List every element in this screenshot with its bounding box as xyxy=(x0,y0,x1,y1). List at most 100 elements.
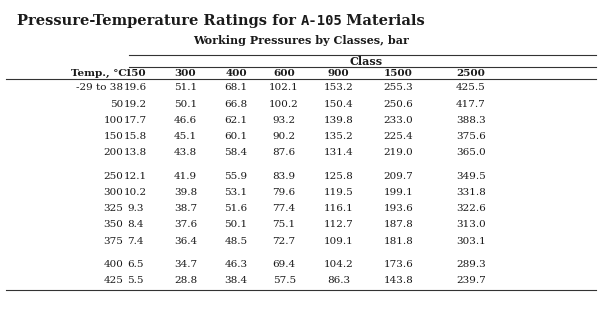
Text: Temp., °C: Temp., °C xyxy=(71,69,126,78)
Text: 200: 200 xyxy=(104,148,123,157)
Text: 425.5: 425.5 xyxy=(456,83,486,92)
Text: 8.4: 8.4 xyxy=(127,220,144,229)
Text: 199.1: 199.1 xyxy=(383,188,414,197)
Text: 83.9: 83.9 xyxy=(273,172,296,181)
Text: Materials: Materials xyxy=(341,14,424,28)
Text: 50.1: 50.1 xyxy=(174,100,197,109)
Text: 116.1: 116.1 xyxy=(323,204,353,213)
Text: 5.5: 5.5 xyxy=(127,276,144,285)
Text: 139.8: 139.8 xyxy=(323,116,353,125)
Text: 322.6: 322.6 xyxy=(456,204,486,213)
Text: 300: 300 xyxy=(175,69,196,78)
Text: 17.7: 17.7 xyxy=(124,116,147,125)
Text: 75.1: 75.1 xyxy=(273,220,296,229)
Text: 193.6: 193.6 xyxy=(383,204,414,213)
Text: 173.6: 173.6 xyxy=(383,260,414,269)
Text: 388.3: 388.3 xyxy=(456,116,486,125)
Text: 34.7: 34.7 xyxy=(174,260,197,269)
Text: 313.0: 313.0 xyxy=(456,220,486,229)
Text: 153.2: 153.2 xyxy=(323,83,353,92)
Text: 375.6: 375.6 xyxy=(456,132,486,141)
Text: Working Pressures by Classes, bar: Working Pressures by Classes, bar xyxy=(193,35,409,46)
Text: 143.8: 143.8 xyxy=(383,276,414,285)
Text: 7.4: 7.4 xyxy=(127,237,144,246)
Text: 10.2: 10.2 xyxy=(124,188,147,197)
Text: 150: 150 xyxy=(104,132,123,141)
Text: 37.6: 37.6 xyxy=(174,220,197,229)
Text: 209.7: 209.7 xyxy=(383,172,414,181)
Text: 349.5: 349.5 xyxy=(456,172,486,181)
Text: 239.7: 239.7 xyxy=(456,276,486,285)
Text: 38.7: 38.7 xyxy=(174,204,197,213)
Text: 2500: 2500 xyxy=(456,69,485,78)
Text: 41.9: 41.9 xyxy=(174,172,197,181)
Text: 325: 325 xyxy=(104,204,123,213)
Text: 289.3: 289.3 xyxy=(456,260,486,269)
Text: 119.5: 119.5 xyxy=(323,188,353,197)
Text: 375: 375 xyxy=(104,237,123,246)
Text: 62.1: 62.1 xyxy=(225,116,247,125)
Text: 19.6: 19.6 xyxy=(124,83,147,92)
Text: Class: Class xyxy=(349,56,382,67)
Text: 36.4: 36.4 xyxy=(174,237,197,246)
Text: 150: 150 xyxy=(125,69,146,78)
Text: 28.8: 28.8 xyxy=(174,276,197,285)
Text: 417.7: 417.7 xyxy=(456,100,486,109)
Text: 19.2: 19.2 xyxy=(124,100,147,109)
Text: 250: 250 xyxy=(104,172,123,181)
Text: 219.0: 219.0 xyxy=(383,148,414,157)
Text: 58.4: 58.4 xyxy=(225,148,247,157)
Text: 135.2: 135.2 xyxy=(323,132,353,141)
Text: 13.8: 13.8 xyxy=(124,148,147,157)
Text: 69.4: 69.4 xyxy=(273,260,296,269)
Text: 150.4: 150.4 xyxy=(323,100,353,109)
Text: 66.8: 66.8 xyxy=(225,100,247,109)
Text: 38.4: 38.4 xyxy=(225,276,247,285)
Text: 255.3: 255.3 xyxy=(383,83,414,92)
Text: Pressure-Temperature Ratings for: Pressure-Temperature Ratings for xyxy=(17,14,301,28)
Text: 181.8: 181.8 xyxy=(383,237,414,246)
Text: 104.2: 104.2 xyxy=(323,260,353,269)
Text: 233.0: 233.0 xyxy=(383,116,414,125)
Text: 77.4: 77.4 xyxy=(273,204,296,213)
Text: 60.1: 60.1 xyxy=(225,132,247,141)
Text: 300: 300 xyxy=(104,188,123,197)
Text: 79.6: 79.6 xyxy=(273,188,296,197)
Text: 100.2: 100.2 xyxy=(269,100,299,109)
Text: 102.1: 102.1 xyxy=(269,83,299,92)
Text: 39.8: 39.8 xyxy=(174,188,197,197)
Text: 87.6: 87.6 xyxy=(273,148,296,157)
Text: 46.6: 46.6 xyxy=(174,116,197,125)
Text: 45.1: 45.1 xyxy=(174,132,197,141)
Text: 12.1: 12.1 xyxy=(124,172,147,181)
Text: 55.9: 55.9 xyxy=(225,172,247,181)
Text: 6.5: 6.5 xyxy=(127,260,144,269)
Text: 9.3: 9.3 xyxy=(127,204,144,213)
Text: 51.1: 51.1 xyxy=(174,83,197,92)
Text: 90.2: 90.2 xyxy=(273,132,296,141)
Text: 68.1: 68.1 xyxy=(225,83,247,92)
Text: 350: 350 xyxy=(104,220,123,229)
Text: -29 to 38: -29 to 38 xyxy=(76,83,123,92)
Text: 400: 400 xyxy=(225,69,247,78)
Text: 600: 600 xyxy=(273,69,295,78)
Text: 53.1: 53.1 xyxy=(225,188,247,197)
Text: 400: 400 xyxy=(104,260,123,269)
Text: 365.0: 365.0 xyxy=(456,148,486,157)
Text: 125.8: 125.8 xyxy=(323,172,353,181)
Text: 15.8: 15.8 xyxy=(124,132,147,141)
Text: 57.5: 57.5 xyxy=(273,276,296,285)
Text: 131.4: 131.4 xyxy=(323,148,353,157)
Text: 50: 50 xyxy=(110,100,123,109)
Text: 250.6: 250.6 xyxy=(383,100,414,109)
Text: 225.4: 225.4 xyxy=(383,132,414,141)
Text: 425: 425 xyxy=(104,276,123,285)
Text: 93.2: 93.2 xyxy=(273,116,296,125)
Text: 1500: 1500 xyxy=(384,69,413,78)
Text: 46.3: 46.3 xyxy=(225,260,247,269)
Text: 112.7: 112.7 xyxy=(323,220,353,229)
Text: 48.5: 48.5 xyxy=(225,237,247,246)
Text: 187.8: 187.8 xyxy=(383,220,414,229)
Text: A-105: A-105 xyxy=(301,14,343,28)
Text: 331.8: 331.8 xyxy=(456,188,486,197)
